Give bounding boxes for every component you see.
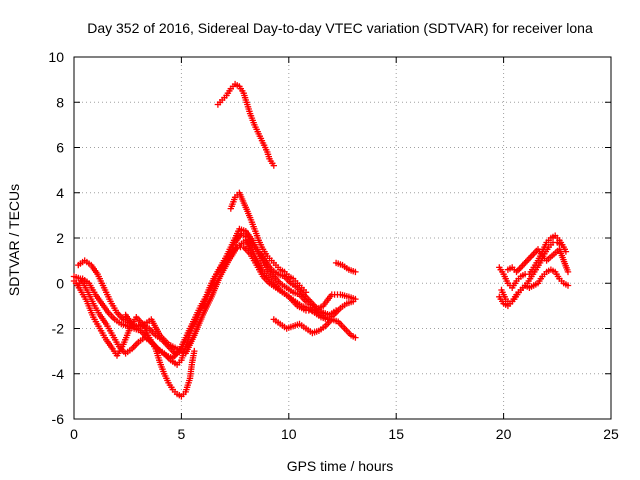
data-point bbox=[562, 248, 570, 255]
data-point bbox=[191, 347, 198, 355]
data-point bbox=[302, 289, 310, 296]
x-axis-label: GPS time / hours bbox=[287, 458, 394, 474]
y-tick-label: 0 bbox=[56, 275, 64, 291]
y-tick-label: -2 bbox=[52, 321, 65, 337]
x-tick-label: 5 bbox=[178, 426, 186, 442]
y-tick-label: 6 bbox=[56, 140, 64, 156]
x-tick-label: 15 bbox=[388, 426, 404, 442]
data-point bbox=[332, 307, 340, 314]
data-point bbox=[352, 334, 359, 341]
y-axis-label: SDTVAR / TECUs bbox=[6, 184, 22, 296]
x-tick-label: 25 bbox=[603, 426, 619, 442]
chart-title: Day 352 of 2016, Sidereal Day-to-day VTE… bbox=[87, 20, 593, 36]
x-tick-label: 0 bbox=[70, 426, 78, 442]
y-tick-label: 8 bbox=[56, 94, 64, 110]
y-tick-label: 10 bbox=[48, 49, 64, 65]
x-tick-label: 20 bbox=[496, 426, 512, 442]
data-point bbox=[352, 295, 359, 303]
y-tick-label: -4 bbox=[52, 366, 65, 382]
y-tick-label: 4 bbox=[56, 185, 64, 201]
y-tick-label: 2 bbox=[56, 230, 64, 246]
data-point bbox=[352, 268, 359, 276]
data-point bbox=[270, 162, 277, 169]
x-tick-label: 10 bbox=[281, 426, 297, 442]
axis-ticks: 0 5 10 15 20 25 -6 -4 -2 0 2 4 6 8 10 bbox=[48, 49, 619, 442]
data-point bbox=[558, 241, 565, 248]
data-point bbox=[564, 282, 572, 289]
y-tick-label: -6 bbox=[52, 411, 65, 427]
data-point bbox=[564, 268, 572, 276]
data-points bbox=[70, 80, 572, 400]
grid bbox=[74, 57, 611, 419]
